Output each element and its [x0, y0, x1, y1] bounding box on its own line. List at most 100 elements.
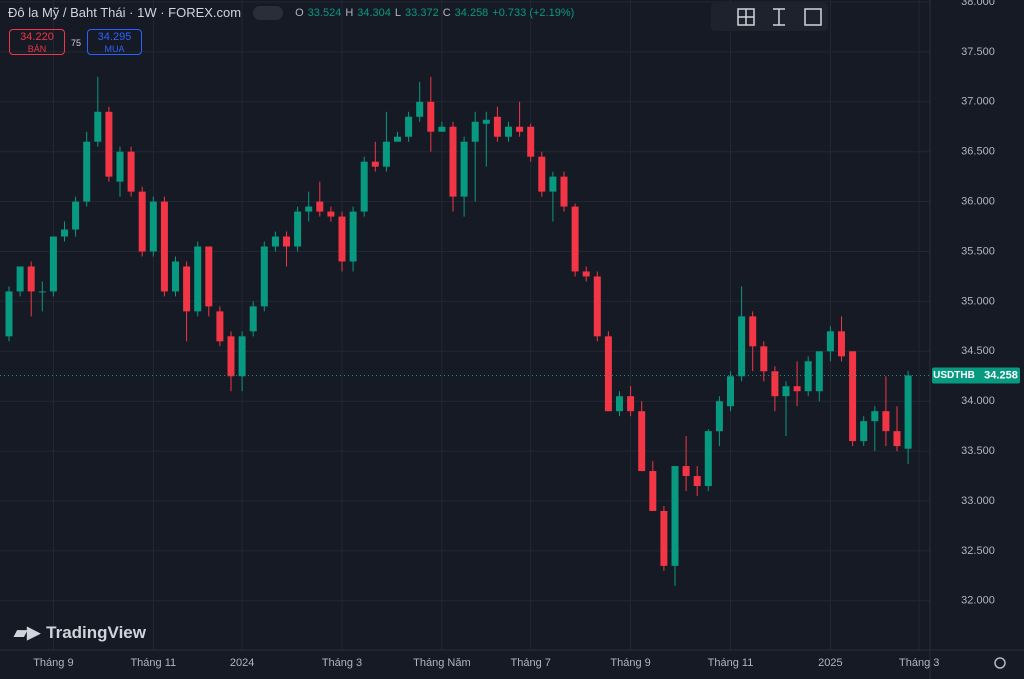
toolbar-icons [737, 8, 822, 26]
sell-price: 34.220 [20, 31, 54, 43]
candle-body [549, 176, 557, 192]
buy-price: 34.295 [97, 31, 132, 43]
y-tick-label: 33.000 [961, 495, 995, 507]
l-label: L [394, 6, 402, 19]
tool-icon[interactable] [804, 8, 822, 26]
badge [253, 5, 284, 20]
y-tick-label: 32.000 [961, 595, 995, 607]
candle-body [638, 411, 646, 472]
x-tick-label: 2025 [818, 657, 842, 669]
candle-body [338, 216, 346, 262]
x-tick-label: Tháng 9 [610, 657, 650, 669]
candle-body [704, 431, 712, 487]
candle-body [16, 266, 24, 292]
candle-body [671, 466, 679, 566]
candle-body [538, 156, 546, 192]
candle-body [394, 136, 401, 142]
candle-body [815, 351, 823, 392]
candle-body [893, 431, 901, 447]
spread: 75 [71, 38, 82, 48]
candle-body [416, 101, 424, 117]
candle-body [782, 386, 790, 397]
candle-body [882, 411, 890, 432]
brand-icon: ▰▶ [14, 623, 41, 642]
y-tick-label: 37.500 [961, 46, 995, 58]
y-tick-label: 37.000 [961, 96, 995, 108]
candle-body [227, 336, 235, 377]
candle-body [849, 351, 857, 442]
x-tick-label: 2024 [230, 657, 254, 669]
settings-icon[interactable] [994, 657, 1006, 669]
candle-body [571, 206, 579, 272]
brand: ▰▶ TradingView [14, 623, 146, 643]
toolbar [711, 3, 828, 31]
candle-body [94, 111, 102, 142]
o-label: O [295, 6, 304, 19]
candle-body [127, 151, 135, 192]
x-tick-label: Tháng 3 [322, 657, 362, 669]
h-value: 34.304 [357, 6, 391, 19]
candle-body [715, 401, 723, 432]
c-value: 34.258 [454, 6, 489, 19]
candle-body [305, 206, 313, 212]
candle-body [627, 396, 635, 412]
y-tick-label: 33.500 [961, 445, 995, 457]
buy-label: MUA [104, 44, 125, 54]
candle-body [105, 111, 113, 177]
candle-body [682, 466, 690, 477]
sell-label: BÁN [27, 44, 47, 54]
change: +0.733 (+2.19%) [492, 6, 575, 19]
candle-body [505, 126, 512, 137]
buy-button[interactable]: 34.295 MUA [87, 29, 142, 55]
candle-body [27, 266, 35, 292]
candle-body [904, 375, 912, 449]
candle-body [371, 161, 379, 167]
x-tick-label: Tháng 11 [708, 657, 754, 669]
candle-body [493, 116, 501, 137]
candle-body [138, 191, 146, 252]
candle-body [49, 236, 57, 292]
y-tick-label: 35.000 [961, 295, 995, 307]
y-tick-label: 36.000 [961, 196, 995, 208]
candle-body [482, 119, 490, 124]
candle-body [438, 126, 446, 132]
candle-body [72, 201, 80, 230]
candle-body [382, 141, 390, 167]
candle-body [582, 271, 590, 277]
y-tick-label: 36.500 [961, 146, 995, 158]
y-tick-label: 35.500 [961, 245, 995, 257]
h-label: H [345, 6, 354, 19]
candle-body [5, 291, 13, 337]
candle-body [183, 266, 191, 312]
candle-body [560, 176, 568, 207]
candle-body [660, 510, 668, 566]
x-tick-label: Tháng 7 [511, 657, 551, 669]
x-tick-label: Tháng 11 [130, 657, 176, 669]
candle-body [516, 126, 524, 132]
sell-button[interactable]: 34.220 BÁN [9, 29, 65, 55]
candle-body [149, 201, 157, 252]
candle-body [771, 371, 779, 397]
candle-body [294, 211, 302, 247]
candle-body [604, 336, 612, 412]
candle-body [793, 386, 801, 392]
candle-body [83, 141, 91, 202]
candle-body [427, 101, 435, 132]
candle-body [283, 236, 290, 247]
candle-body [249, 306, 257, 332]
candle-body [194, 246, 202, 312]
candle-body [738, 316, 746, 377]
candle-body [205, 246, 213, 307]
l-value: 33.372 [405, 6, 439, 19]
candle-body [260, 246, 268, 307]
candle-body [593, 276, 601, 337]
o-value: 33.524 [307, 6, 342, 19]
candle-body [749, 316, 757, 347]
y-tick-label: 38.000 [961, 0, 995, 8]
candle-body [838, 331, 845, 357]
x-tick-label: Tháng Năm [413, 657, 470, 669]
y-tick-label: 32.500 [961, 545, 995, 557]
c-label: C [442, 6, 451, 19]
candle-body [760, 346, 768, 372]
